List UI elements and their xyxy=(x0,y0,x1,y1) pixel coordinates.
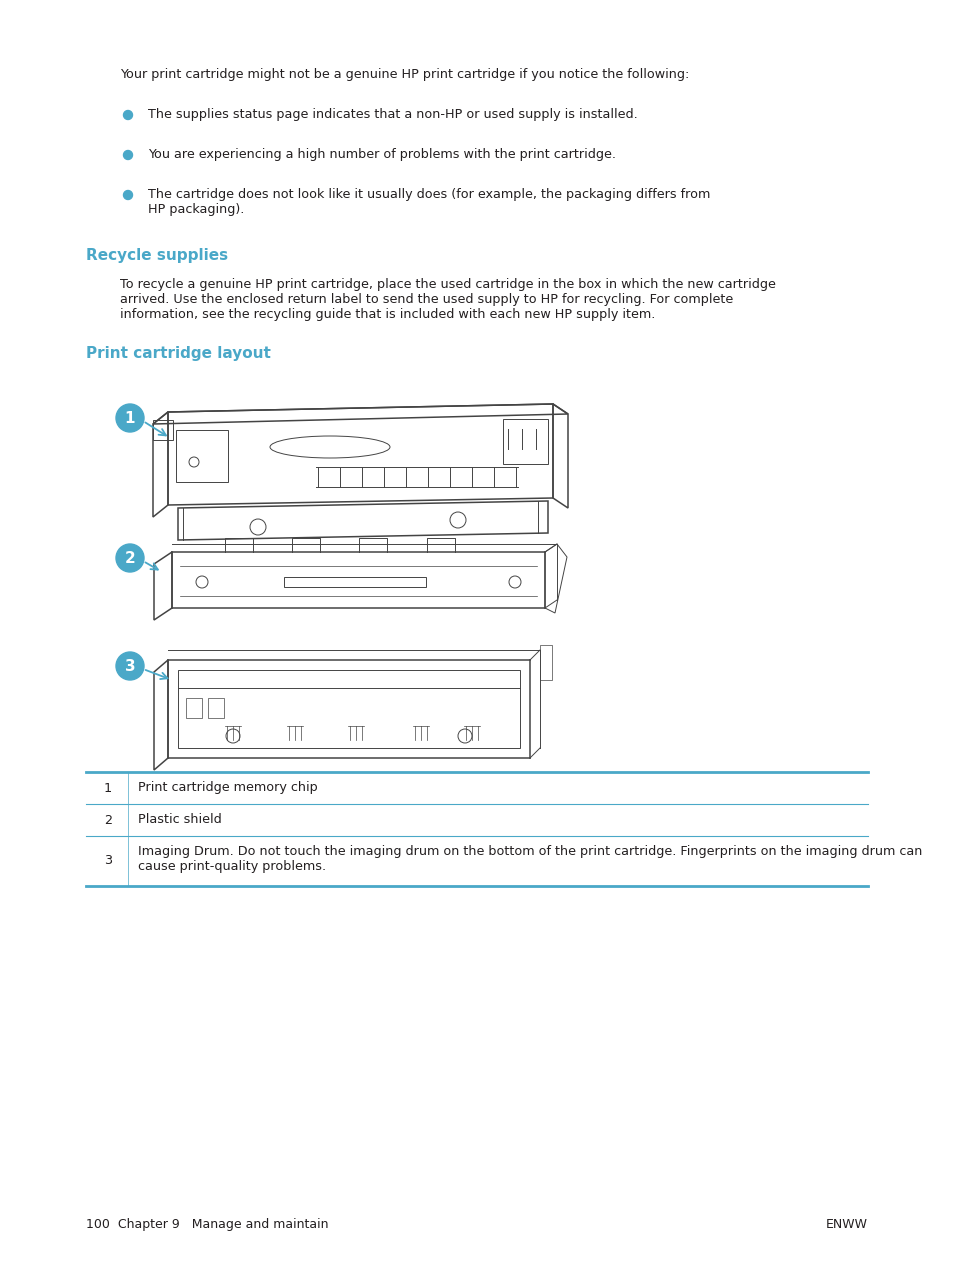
Text: Print cartridge layout: Print cartridge layout xyxy=(86,345,271,361)
Text: 2: 2 xyxy=(104,814,112,827)
Circle shape xyxy=(116,544,144,572)
Text: The supplies status page indicates that a non-HP or used supply is installed.: The supplies status page indicates that … xyxy=(148,108,638,121)
Bar xyxy=(178,671,519,748)
Text: Imaging Drum. Do not touch the imaging drum on the bottom of the print cartridge: Imaging Drum. Do not touch the imaging d… xyxy=(138,845,922,872)
Circle shape xyxy=(123,151,132,160)
Bar xyxy=(186,698,202,718)
Text: Plastic shield: Plastic shield xyxy=(138,813,221,826)
Bar xyxy=(539,645,552,679)
Circle shape xyxy=(123,110,132,119)
Text: ENWW: ENWW xyxy=(825,1218,867,1231)
Bar xyxy=(284,577,425,587)
Circle shape xyxy=(123,190,132,199)
Text: To recycle a genuine HP print cartridge, place the used cartridge in the box in : To recycle a genuine HP print cartridge,… xyxy=(120,278,775,321)
Bar xyxy=(175,431,228,483)
Text: 2: 2 xyxy=(125,550,135,565)
Text: 3: 3 xyxy=(104,855,112,867)
Text: 1: 1 xyxy=(125,410,135,425)
Text: Print cartridge memory chip: Print cartridge memory chip xyxy=(138,781,317,794)
Text: Your print cartridge might not be a genuine HP print cartridge if you notice the: Your print cartridge might not be a genu… xyxy=(120,69,689,81)
Bar xyxy=(208,698,224,718)
Text: 3: 3 xyxy=(125,659,135,673)
Text: The cartridge does not look like it usually does (for example, the packaging dif: The cartridge does not look like it usua… xyxy=(148,188,710,216)
Bar xyxy=(502,419,547,464)
Text: 1: 1 xyxy=(104,781,112,795)
Bar xyxy=(152,420,172,439)
Circle shape xyxy=(116,404,144,432)
Text: 100  Chapter 9   Manage and maintain: 100 Chapter 9 Manage and maintain xyxy=(86,1218,328,1231)
Text: You are experiencing a high number of problems with the print cartridge.: You are experiencing a high number of pr… xyxy=(148,149,616,161)
Circle shape xyxy=(116,652,144,679)
Text: Recycle supplies: Recycle supplies xyxy=(86,248,228,263)
